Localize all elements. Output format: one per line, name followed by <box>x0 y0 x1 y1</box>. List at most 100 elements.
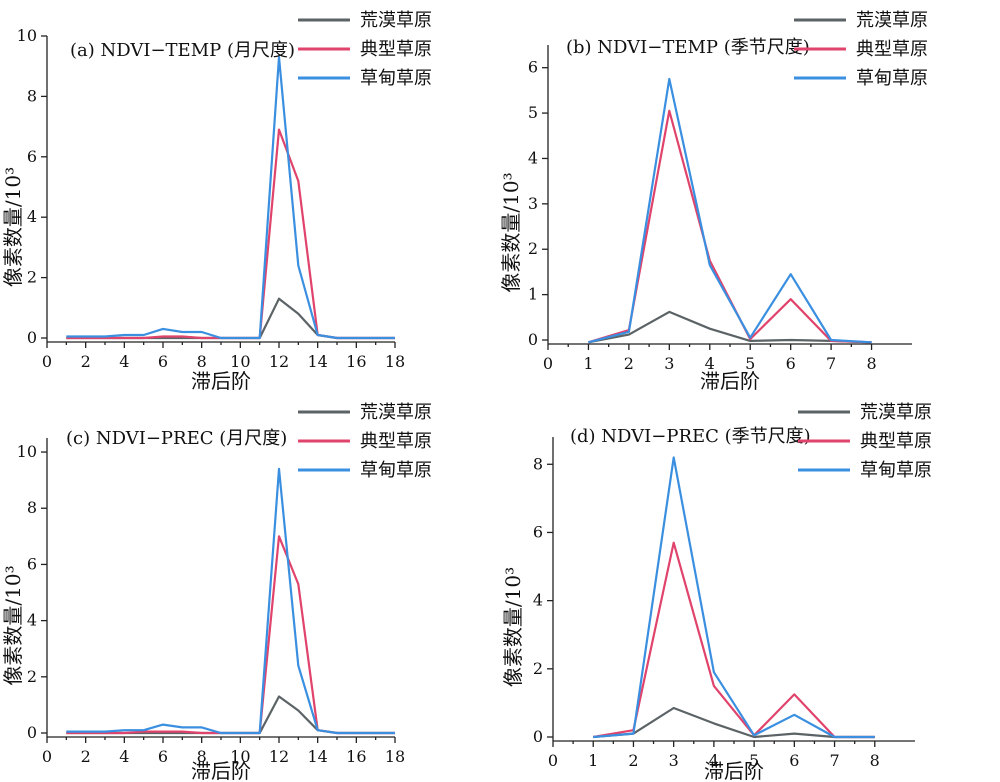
x-tick-label: 4 <box>705 354 715 373</box>
series-line-1 <box>66 695 395 735</box>
x-tick-label: 0 <box>543 354 553 373</box>
x-tick-label: 7 <box>826 354 836 373</box>
y-tick-label: 5 <box>528 103 538 122</box>
x-tick-label: 16 <box>346 747 366 766</box>
legend-label: 荒漠草原 <box>856 10 928 31</box>
x-tick-label: 16 <box>346 352 366 371</box>
y-tick-label: 8 <box>27 498 37 517</box>
y-tick-label: 4 <box>27 611 37 630</box>
series-line-3 <box>66 467 395 735</box>
chart-panel-1: 0 2 4 6 8 10 0 2 4 6 8 10 12 14 16 18 滞后阶 像素数量/10³ (a) NDV… <box>1 10 432 393</box>
x-tick-label: 18 <box>385 747 405 766</box>
series-line-3 <box>66 55 395 340</box>
x-tick-label: 0 <box>548 751 558 770</box>
legend-label: 荒漠草原 <box>360 10 432 31</box>
x-tick-label: 3 <box>664 354 674 373</box>
x-tick-label: 6 <box>786 354 796 373</box>
x-tick-label: 1 <box>588 751 598 770</box>
legend-label: 典型草原 <box>360 431 432 452</box>
chart-title: (b) NDVI−TEMP (季节尺度) <box>566 37 810 58</box>
x-tick-label: 8 <box>197 352 207 371</box>
y-axis-label: 像素数量/10³ <box>1 167 25 287</box>
legend-label: 典型草原 <box>860 431 932 452</box>
y-tick-label: 6 <box>528 58 538 77</box>
y-axis-label: 像素数量/10³ <box>499 172 523 292</box>
x-tick-label: 10 <box>230 352 250 371</box>
chart-panel-4: 0 2 4 6 8 0 1 2 3 4 5 6 7 8 滞后阶 像素数量/10³ (d) NDVI−PREC (… <box>501 402 932 782</box>
x-tick-label: 2 <box>81 352 91 371</box>
y-tick-label: 2 <box>27 268 37 287</box>
x-tick-label: 2 <box>628 751 638 770</box>
x-tick-label: 8 <box>197 747 207 766</box>
legend-label: 草甸草原 <box>856 68 928 89</box>
x-tick-label: 4 <box>119 747 129 766</box>
y-tick-label: 0 <box>528 330 538 349</box>
y-tick-label: 0 <box>27 328 37 347</box>
legend-label: 荒漠草原 <box>360 402 432 423</box>
y-tick-label: 8 <box>533 454 543 473</box>
y-tick-label: 10 <box>17 26 37 45</box>
x-tick-label: 5 <box>745 354 755 373</box>
chart-panel-3: 0 2 4 6 8 10 0 2 4 6 8 10 12 14 16 18 滞后阶 像素数量/10³ (c) NDV… <box>1 402 432 782</box>
x-axis-label: 滞后阶 <box>704 759 764 782</box>
x-tick-label: 2 <box>624 354 634 373</box>
series-line-2 <box>66 128 395 340</box>
x-tick-label: 14 <box>307 352 327 371</box>
y-tick-label: 10 <box>17 442 37 461</box>
x-tick-label: 6 <box>789 751 799 770</box>
x-tick-label: 4 <box>119 352 129 371</box>
y-tick-label: 1 <box>528 285 538 304</box>
x-axis-label: 滞后阶 <box>191 759 251 782</box>
y-tick-label: 4 <box>528 148 538 167</box>
x-tick-label: 3 <box>669 751 679 770</box>
x-tick-label: 0 <box>42 747 52 766</box>
x-tick-label: 0 <box>42 352 52 371</box>
legend-label: 草甸草原 <box>360 68 432 89</box>
legend-label: 草甸草原 <box>860 460 932 481</box>
y-tick-label: 2 <box>27 667 37 686</box>
y-tick-label: 0 <box>533 727 543 746</box>
y-tick-label: 0 <box>27 723 37 742</box>
x-tick-label: 18 <box>385 352 405 371</box>
x-tick-label: 6 <box>158 352 168 371</box>
legend-label: 典型草原 <box>856 39 928 60</box>
x-tick-label: 5 <box>749 751 759 770</box>
x-tick-label: 10 <box>230 747 250 766</box>
chart-panel-2: 0 1 2 3 4 5 6 0 1 2 3 4 5 6 7 8 滞后阶 像素数量/10³ (b) NDVI−TEMP… <box>499 10 928 393</box>
y-axis-label: 像素数量/10³ <box>501 567 525 687</box>
y-tick-label: 4 <box>533 591 543 610</box>
series-line-2 <box>593 541 875 739</box>
y-tick-label: 8 <box>27 86 37 105</box>
y-axis-label: 像素数量/10³ <box>1 565 25 685</box>
series-line-2 <box>66 535 395 735</box>
series-line-3 <box>593 456 875 739</box>
x-tick-label: 1 <box>583 354 593 373</box>
legend-label: 荒漠草原 <box>860 402 932 423</box>
x-tick-label: 12 <box>269 747 289 766</box>
y-tick-label: 3 <box>528 194 538 213</box>
y-tick-label: 2 <box>533 659 543 678</box>
series-line-3 <box>588 77 872 344</box>
series-line-1 <box>593 706 875 739</box>
x-tick-label: 6 <box>158 747 168 766</box>
y-tick-label: 6 <box>27 147 37 166</box>
x-tick-label: 7 <box>829 751 839 770</box>
chart-title: (c) NDVI−PREC (月尺度) <box>66 428 287 449</box>
x-axis-label: 滞后阶 <box>700 369 760 393</box>
y-tick-label: 6 <box>27 554 37 573</box>
series-line-2 <box>588 109 872 344</box>
y-tick-label: 6 <box>533 522 543 541</box>
legend-label: 典型草原 <box>360 39 432 60</box>
series-line-1 <box>588 310 872 344</box>
chart-title: (a) NDVI−TEMP (月尺度) <box>70 40 295 61</box>
x-tick-label: 2 <box>81 747 91 766</box>
y-tick-label: 2 <box>528 239 538 258</box>
y-tick-label: 4 <box>27 207 37 226</box>
x-axis-label: 滞后阶 <box>191 369 251 393</box>
x-tick-label: 4 <box>709 751 719 770</box>
chart-title: (d) NDVI−PREC (季节尺度) <box>570 426 811 447</box>
series-line-1 <box>66 297 395 340</box>
x-tick-label: 12 <box>269 352 289 371</box>
x-tick-label: 8 <box>870 751 880 770</box>
